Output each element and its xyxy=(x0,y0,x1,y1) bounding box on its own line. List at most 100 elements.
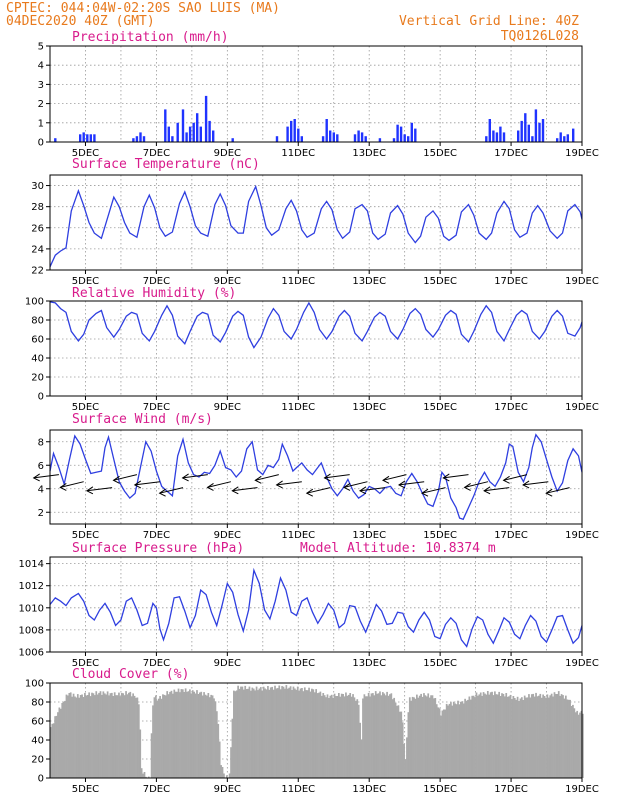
temperature-xtick-label: 15DEC xyxy=(423,276,457,287)
cloud-cover-bar xyxy=(366,696,369,778)
cloud-cover-bar xyxy=(576,710,579,778)
humidity-frame xyxy=(49,300,583,397)
cloud-cover-bar xyxy=(174,691,177,778)
cloud-cover-bar xyxy=(61,703,64,778)
cloud-cover-bar xyxy=(254,690,257,778)
pressure-title: Surface Pressure (hPa) xyxy=(72,541,244,556)
cloud-cover-bar xyxy=(498,691,501,778)
humidity-xtick-label: 9DEC xyxy=(214,402,241,413)
cloud-cover-bar xyxy=(198,692,201,778)
precip-bar xyxy=(410,122,413,142)
cloud-cover-bar xyxy=(486,691,489,778)
cloud-cover-bar xyxy=(215,711,218,778)
cloud-cover-bar xyxy=(457,700,459,778)
wind-frame xyxy=(49,429,583,525)
cloud-cover-bar xyxy=(231,718,234,778)
cloud-cover-bar xyxy=(218,741,221,778)
cloud-cover-bar xyxy=(347,694,350,778)
wind-xtick-label: 11DEC xyxy=(281,530,315,541)
cloud-cover-bar xyxy=(318,692,320,778)
cloud-cover-bar xyxy=(206,695,208,778)
precip-ytick-label: 5 xyxy=(38,42,44,53)
cloud-cover-bar xyxy=(516,696,519,778)
cloud-cover-bar xyxy=(448,703,451,778)
temperature-ytick-label: 30 xyxy=(31,181,44,192)
cloud-cover-bar xyxy=(167,694,170,778)
cloud-cover-bar xyxy=(65,694,68,778)
cloud-cover-bar xyxy=(119,696,122,778)
cloud-cover-bar xyxy=(225,775,228,778)
cloud-cover-bar xyxy=(540,697,543,778)
cloud-cover-bar xyxy=(494,691,496,778)
cloud-cover-bar xyxy=(372,693,374,778)
cloud-cover-bar xyxy=(311,688,313,778)
pressure-xtick-label: 11DEC xyxy=(281,658,315,669)
cloud-cover-bar xyxy=(95,691,98,778)
cloud-cover-bar xyxy=(279,689,282,778)
precip-xtick-label: 13DEC xyxy=(352,148,386,159)
wind-ytick-label: 6 xyxy=(38,461,44,472)
cloud-cover-bar xyxy=(136,697,139,778)
cloud-cover-bar xyxy=(566,699,569,778)
cloud-cover-bar xyxy=(72,693,75,778)
cloud-cover-bar xyxy=(228,773,231,778)
cloud-cover-bar xyxy=(176,691,178,778)
precip-panel: 0 1 2 3 4 5 5DEC 7DEC 9DEC 11DEC 13DEC 15DEC 17DEC 19… xyxy=(38,42,599,160)
precip-bar xyxy=(360,132,364,142)
wind-arrow-head xyxy=(463,482,471,491)
cloud-cover-bar xyxy=(274,685,276,778)
cloud-cover-bar xyxy=(234,691,237,778)
cloud-cover-bar xyxy=(579,712,581,778)
cloud-cover-bar xyxy=(556,694,559,778)
cloud-cover-bar xyxy=(573,708,576,778)
cloud-cover-bar xyxy=(248,686,251,778)
wind-arrow-head xyxy=(158,488,166,497)
wind-arrow-head xyxy=(502,475,510,484)
cloud-cover-bar xyxy=(261,690,264,778)
cloud-cover-bar xyxy=(319,691,322,778)
precip-xtick-label: 7DEC xyxy=(143,148,170,159)
cloud-cover-bar xyxy=(364,696,367,778)
cloud-cover-bar xyxy=(299,688,302,778)
cloud-cover-bar xyxy=(170,690,173,778)
cloud-cover-bar xyxy=(159,696,161,778)
cloud-cover-bar xyxy=(472,695,475,778)
precip-bar xyxy=(566,134,569,142)
precip-ytick-label: 1 xyxy=(38,118,44,129)
precip-xtick-label: 19DEC xyxy=(565,148,599,159)
cloud-cover-bar xyxy=(251,687,254,778)
cloud-cover-ytick-label: 80 xyxy=(31,698,44,709)
precip-bar xyxy=(556,138,559,142)
cloud-cover-bar xyxy=(502,693,505,778)
pressure-xtick-label: 13DEC xyxy=(352,658,386,669)
cloud-cover-bar xyxy=(64,700,66,778)
temperature-xtick-label: 7DEC xyxy=(143,276,170,287)
cloud-cover-bar xyxy=(208,697,211,778)
precip-bar xyxy=(79,134,82,142)
cloud-cover-bar xyxy=(183,692,186,778)
cloud-cover-bar xyxy=(166,691,169,778)
precip-bar xyxy=(181,109,185,142)
temperature-xtick-label: 9DEC xyxy=(214,276,241,287)
cloud-cover-bar xyxy=(464,698,466,778)
cloud-cover-bar xyxy=(108,695,110,778)
pressure-xtick-label: 15DEC xyxy=(423,658,457,669)
cloud-cover-bar xyxy=(535,692,537,778)
cloud-cover-bar xyxy=(250,690,252,778)
precip-bar xyxy=(171,136,174,142)
cloud-cover-bar xyxy=(275,688,278,778)
wind-arrow-head xyxy=(483,486,491,495)
cloud-cover-bar xyxy=(511,699,513,778)
cloud-cover-bar xyxy=(137,704,140,778)
precip-bar xyxy=(531,136,534,142)
cloud-cover-bar xyxy=(389,694,391,778)
cloud-cover-bar xyxy=(156,700,159,778)
precip-bar xyxy=(485,136,488,142)
cloud-cover-bar xyxy=(547,697,550,778)
cloud-cover-bar xyxy=(295,689,298,778)
wind-xtick-label: 15DEC xyxy=(423,530,457,541)
cloud-cover-bar xyxy=(379,691,381,778)
precip-bar xyxy=(208,120,211,142)
cloud-cover-frame xyxy=(49,682,583,779)
cloud-cover-bar xyxy=(129,691,132,778)
